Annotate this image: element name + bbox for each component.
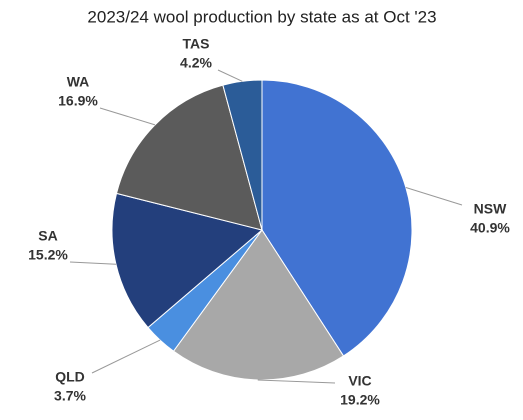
value-label: 4.2% xyxy=(180,55,212,71)
pie-slice xyxy=(222,79,263,231)
leader-line xyxy=(69,261,116,265)
category-label: NSW xyxy=(474,201,507,217)
category-label: SA xyxy=(38,228,57,244)
chart-title: 2023/24 wool production by state as at O… xyxy=(87,7,436,26)
category-label: TAS xyxy=(183,36,210,52)
leader-line xyxy=(405,187,463,206)
leader-line xyxy=(217,69,243,82)
category-label: WA xyxy=(67,74,90,90)
category-label: QLD xyxy=(55,369,85,385)
value-label: 40.9% xyxy=(470,220,510,236)
pie-slice xyxy=(111,192,264,329)
value-label: 19.2% xyxy=(340,392,380,408)
leader-line xyxy=(99,107,156,126)
category-label: VIC xyxy=(348,373,371,389)
value-label: 16.9% xyxy=(58,93,98,109)
leader-line xyxy=(257,379,336,384)
leader-line xyxy=(91,339,161,374)
value-label: 3.7% xyxy=(54,388,86,404)
value-label: 15.2% xyxy=(28,247,68,263)
